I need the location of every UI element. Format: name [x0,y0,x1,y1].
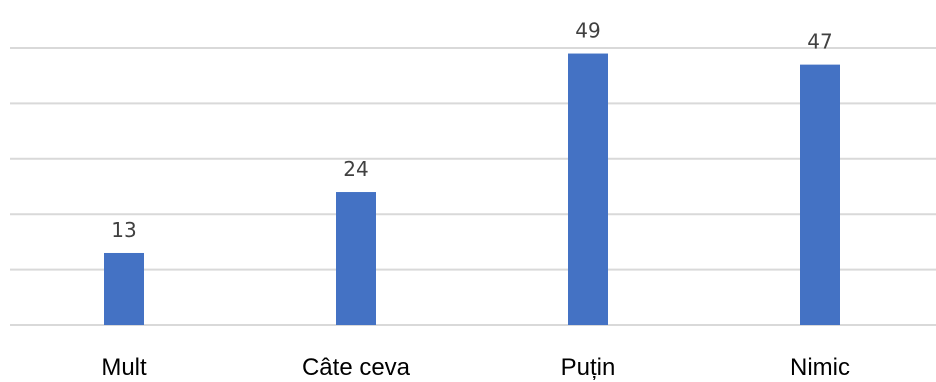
bars [104,53,840,326]
data-label-1: 24 [343,157,368,181]
bar-3 [800,64,840,326]
data-label-0: 13 [111,218,136,242]
bar-0 [104,252,144,325]
bar-1 [336,192,376,325]
bar-2 [568,53,608,325]
category-label-0: Mult [101,354,147,381]
data-label-3: 47 [807,30,832,54]
data-label-2: 49 [575,19,600,43]
category-label-2: Puțin [561,354,616,381]
category-label-1: Câte ceva [302,354,411,381]
category-label-3: Nimic [790,354,850,381]
data-labels: 13 24 49 47 [111,19,832,242]
category-axis: Mult Câte ceva Puțin Nimic [101,354,850,381]
gridlines [10,47,936,326]
